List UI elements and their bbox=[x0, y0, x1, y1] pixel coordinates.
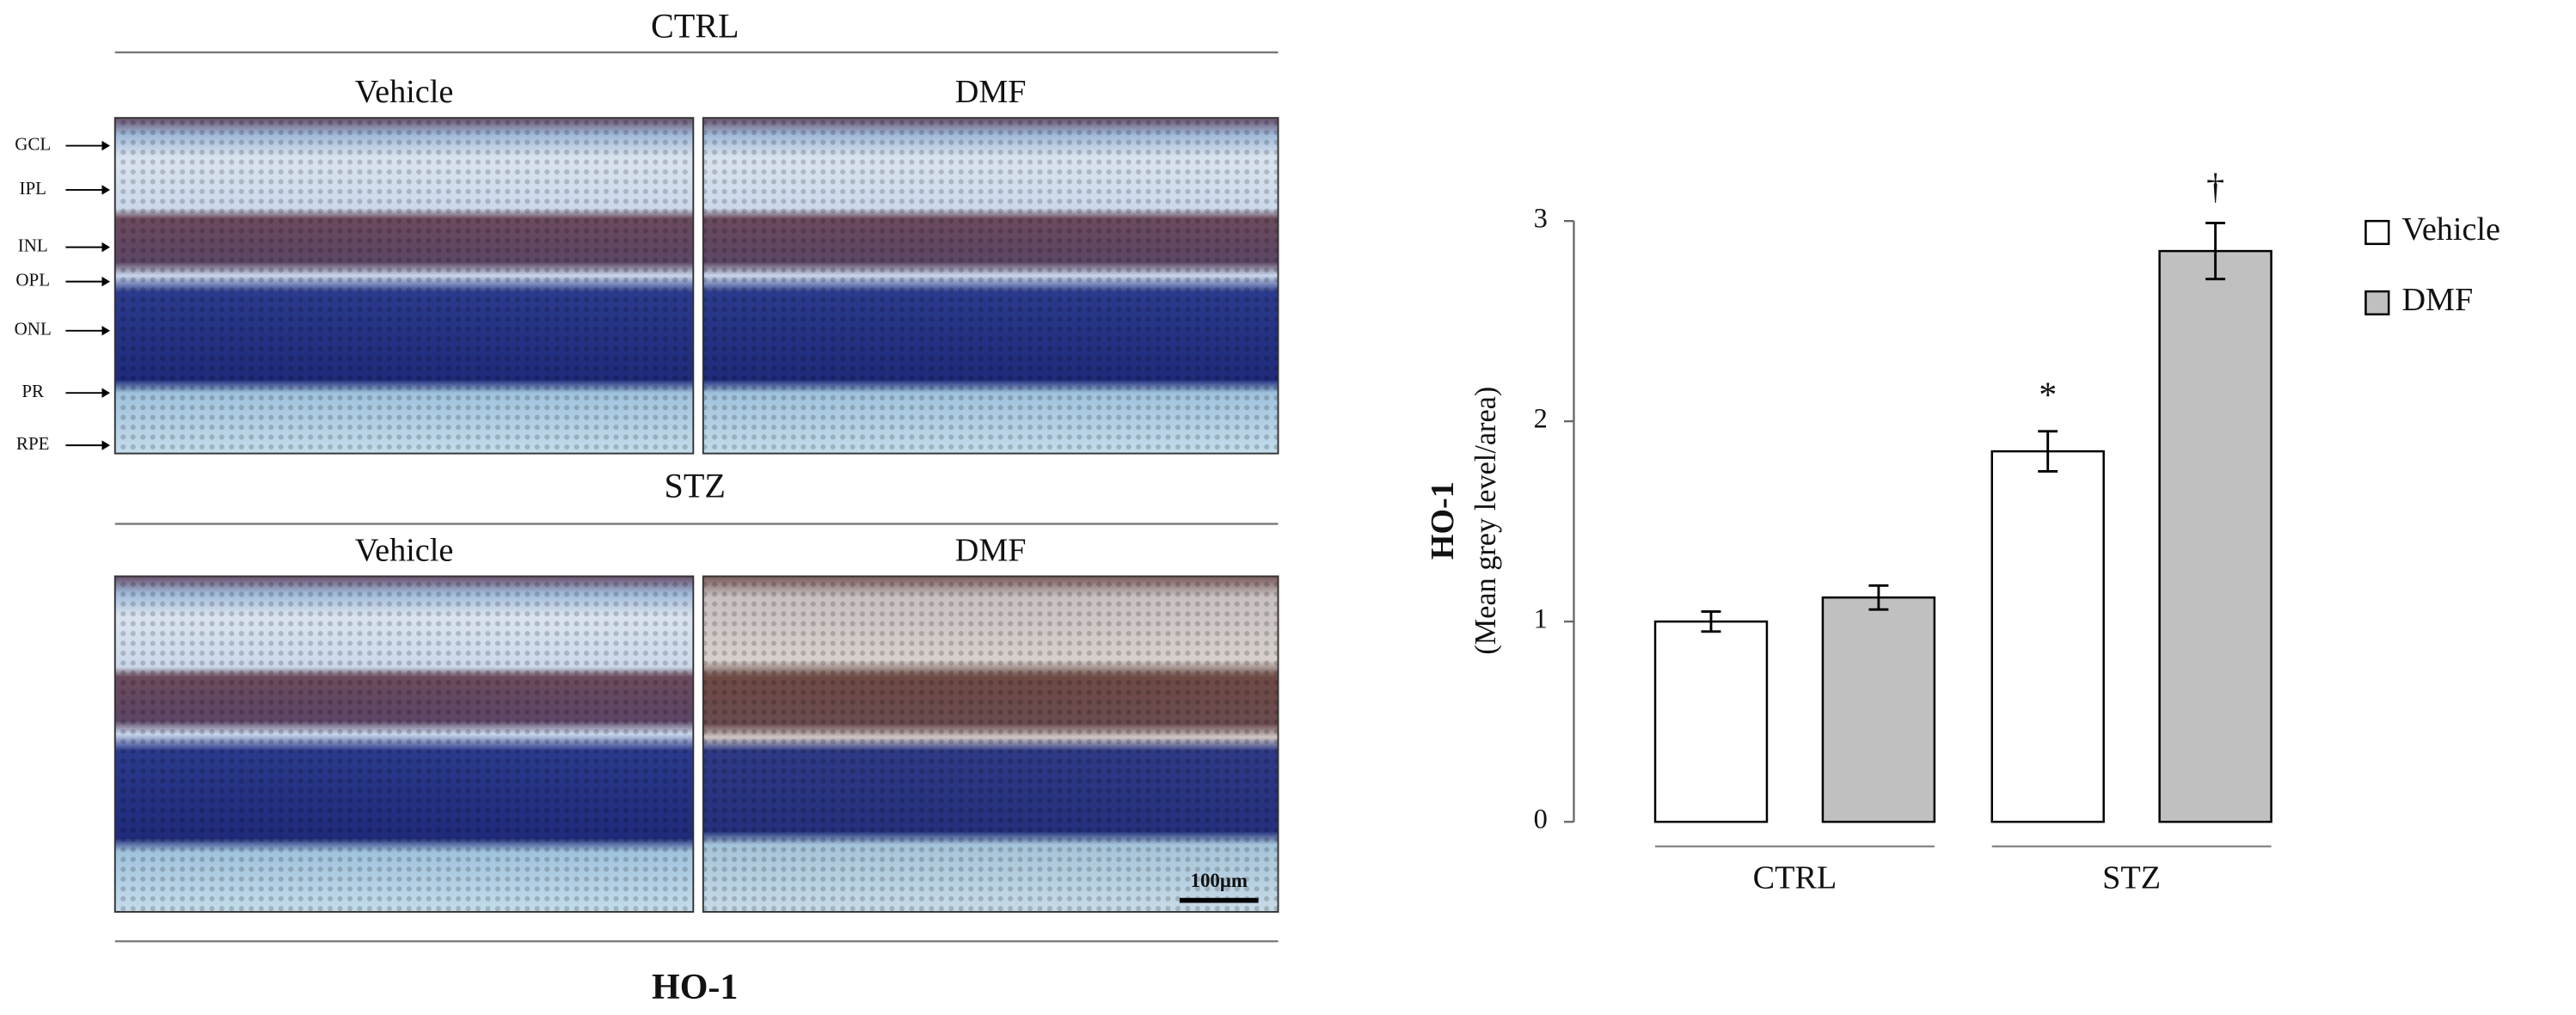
layer-label: INL bbox=[18, 235, 48, 255]
layer-arrowhead bbox=[101, 388, 111, 398]
y-tick-label: 2 bbox=[1534, 404, 1548, 435]
bar bbox=[1821, 596, 1936, 823]
chart: HO-1 (Mean grey level/area) 0 1 2 3 CTRL STZ *… bbox=[1425, 168, 2500, 896]
layer-arrowhead bbox=[101, 140, 111, 151]
scale-bar-label: 100μm bbox=[1191, 870, 1248, 891]
column-title: DMF bbox=[955, 74, 1027, 110]
significance-marker: † bbox=[2206, 168, 2224, 207]
y-tick-label: 3 bbox=[1534, 204, 1548, 235]
layer-arrowhead bbox=[101, 185, 111, 195]
y-tick-label: 0 bbox=[1534, 804, 1548, 835]
layer-arrowhead bbox=[101, 276, 111, 287]
y-axis-title: HO-1 bbox=[1425, 481, 1461, 559]
figure-caption: HO-1 bbox=[652, 968, 738, 1007]
column-title: DMF bbox=[955, 533, 1027, 569]
row-title: CTRL bbox=[651, 7, 739, 46]
bar bbox=[1653, 620, 1769, 823]
bar bbox=[2158, 249, 2272, 823]
layer-label: OPL bbox=[15, 269, 50, 290]
layer-label: PR bbox=[21, 381, 44, 401]
legend-label: DMF bbox=[2401, 282, 2473, 318]
layer-arrowhead bbox=[101, 326, 111, 336]
error-bar bbox=[1868, 584, 1889, 611]
layer-label: IPL bbox=[19, 178, 46, 199]
layer-label: GCL bbox=[15, 133, 51, 154]
x-tick-label: STZ bbox=[2102, 860, 2161, 896]
legend-swatch bbox=[2364, 290, 2390, 315]
micrograph bbox=[702, 575, 1279, 913]
row-title: STZ bbox=[665, 467, 726, 505]
error-bar bbox=[1701, 610, 1721, 633]
x-tick-label: CTRL bbox=[1753, 860, 1837, 896]
y-axis-subtitle: (Mean grey level/area) bbox=[1469, 387, 1502, 655]
layer-arrowhead bbox=[101, 440, 111, 450]
micrograph bbox=[113, 575, 695, 913]
error-bar bbox=[2038, 430, 2058, 473]
micrograph bbox=[702, 117, 1279, 455]
error-bar bbox=[2205, 222, 2226, 281]
layer-arrowhead bbox=[101, 242, 111, 253]
bar bbox=[1990, 449, 2105, 823]
layer-label: ONL bbox=[15, 319, 52, 339]
significance-marker: * bbox=[2039, 376, 2057, 415]
column-title: Vehicle bbox=[355, 533, 454, 569]
y-tick-label: 1 bbox=[1534, 604, 1548, 635]
column-title: Vehicle bbox=[355, 74, 454, 110]
legend-label: Vehicle bbox=[2401, 211, 2500, 248]
layer-label: RPE bbox=[16, 433, 50, 454]
legend-swatch bbox=[2364, 219, 2390, 246]
micrograph bbox=[113, 117, 695, 455]
layer-labels: GCL IPL INL OPL ONL PR RPE bbox=[15, 133, 111, 454]
